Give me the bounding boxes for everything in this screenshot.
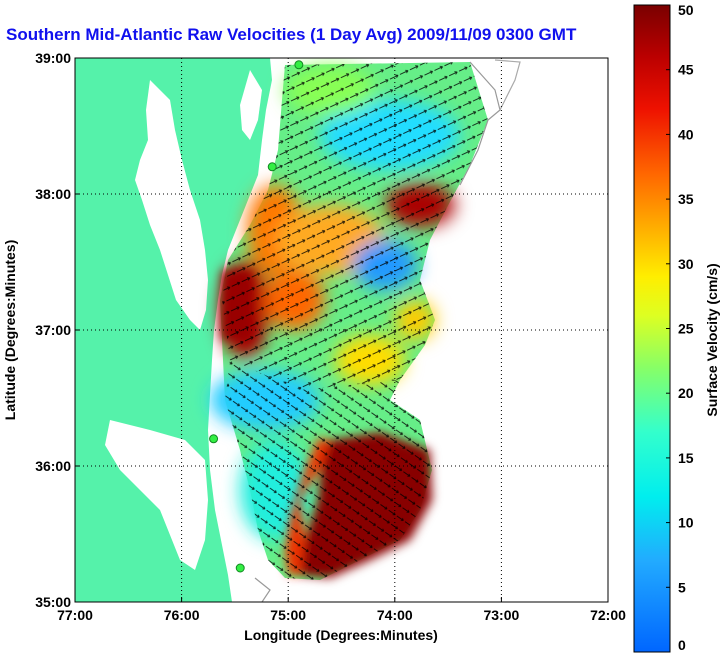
arrow-field-south: [225, 360, 432, 580]
x-axis-label: Longitude (Degrees:Minutes): [244, 627, 438, 643]
y-axis-label: Latitude (Degrees:Minutes): [2, 240, 18, 420]
colorbar-label: Surface Velocity (cm/s): [704, 263, 720, 416]
y-tick-label: 37:00: [35, 322, 71, 338]
bathymetry-contour-south: [254, 577, 271, 602]
station-marker: [267, 162, 277, 172]
x-tick-label: 73:00: [483, 607, 519, 623]
colorbar-tick-label: 40: [678, 126, 694, 142]
colorbar-tick-label: 45: [678, 62, 694, 78]
colorbar-tick-label: 0: [678, 637, 686, 653]
colorbar-tick-label: 10: [678, 515, 694, 531]
bathymetry-contour: [459, 61, 501, 186]
chesapeake-bay: [135, 80, 208, 330]
bathymetry-contour-outer: [494, 59, 521, 111]
x-tick-label: 75:00: [270, 607, 306, 623]
y-tick-label: 36:00: [35, 458, 71, 474]
y-tick-label: 35:00: [35, 594, 71, 610]
x-tick-label: 72:00: [590, 607, 626, 623]
colorbar: [633, 4, 671, 653]
delaware-bay: [240, 70, 262, 140]
x-tick-label: 77:00: [57, 607, 93, 623]
station-marker: [235, 563, 245, 573]
colorbar-tick-label: 5: [678, 579, 686, 595]
station-marker: [209, 434, 219, 444]
pamlico-sound: [105, 420, 208, 570]
x-tick-label: 76:00: [164, 607, 200, 623]
y-tick-label: 39:00: [35, 50, 71, 66]
y-tick-label: 38:00: [35, 186, 71, 202]
y-axis-ticks: 39:00 38:00 37:00 36:00 35:00: [35, 50, 80, 610]
arrow-field-north: [222, 62, 488, 390]
colorbar-tick-label: 15: [678, 450, 694, 466]
map-layer: [75, 58, 608, 602]
station-markers: [209, 60, 304, 573]
x-tick-label: 74:00: [377, 607, 413, 623]
colorbar-tick-label: 50: [678, 2, 694, 18]
station-marker: [294, 60, 304, 70]
colorbar-ticks: 0 5 10 15 20 25 30 35 40 45 50: [666, 2, 694, 653]
grid-lines: [75, 58, 608, 602]
colorbar-tick-label: 25: [678, 321, 694, 337]
colorbar-tick-label: 35: [678, 191, 694, 207]
x-axis-ticks: 77:00 76:00 75:00 74:00 73:00 72:00: [57, 597, 626, 623]
velocity-field: [210, 62, 488, 580]
chart-title: Southern Mid-Atlantic Raw Velocities (1 …: [6, 25, 577, 44]
colorbar-tick-label: 30: [678, 256, 694, 272]
colorbar-tick-label: 20: [678, 385, 694, 401]
